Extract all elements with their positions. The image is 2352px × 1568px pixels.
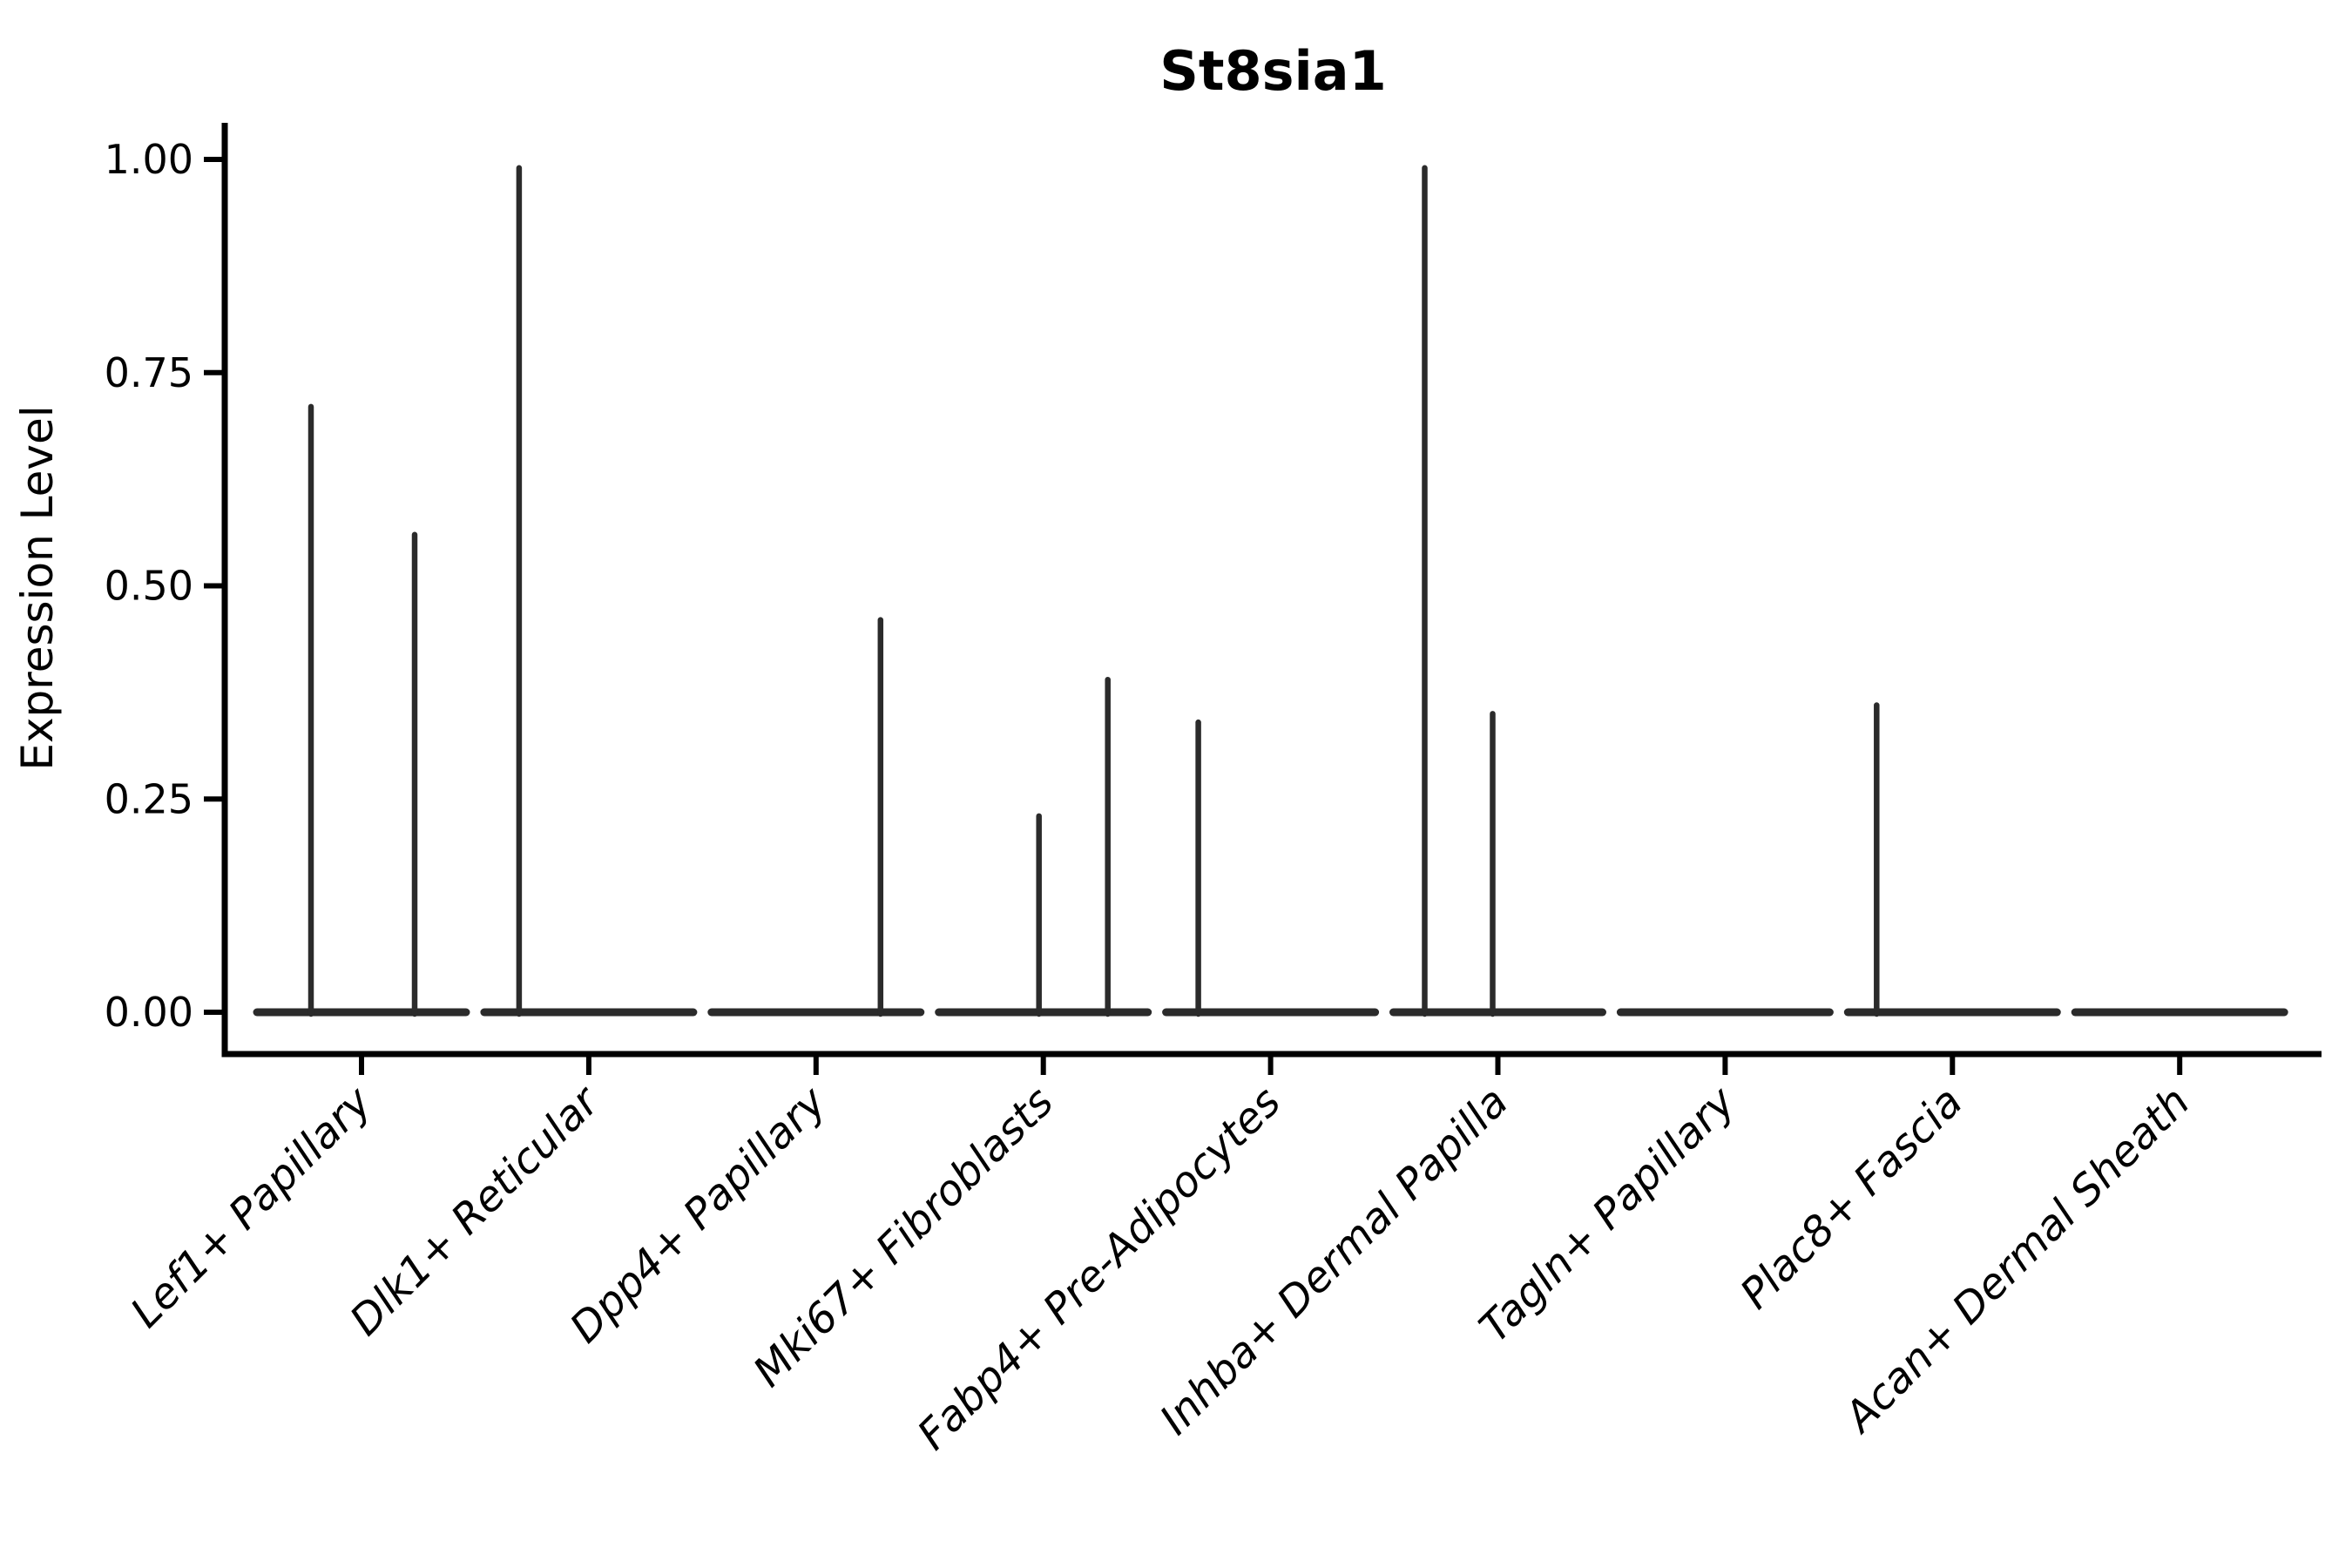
y-axis-title: Expression Level	[12, 405, 63, 770]
plot-title: St8sia1	[1159, 39, 1387, 103]
y-axis-tick-label: 0.75	[105, 349, 193, 396]
y-axis-tick-label: 1.00	[105, 136, 193, 183]
y-axis-tick-label: 0.25	[105, 775, 193, 822]
y-axis-tick-label: 0.00	[105, 989, 193, 1036]
y-axis-tick-label: 0.50	[105, 563, 193, 610]
